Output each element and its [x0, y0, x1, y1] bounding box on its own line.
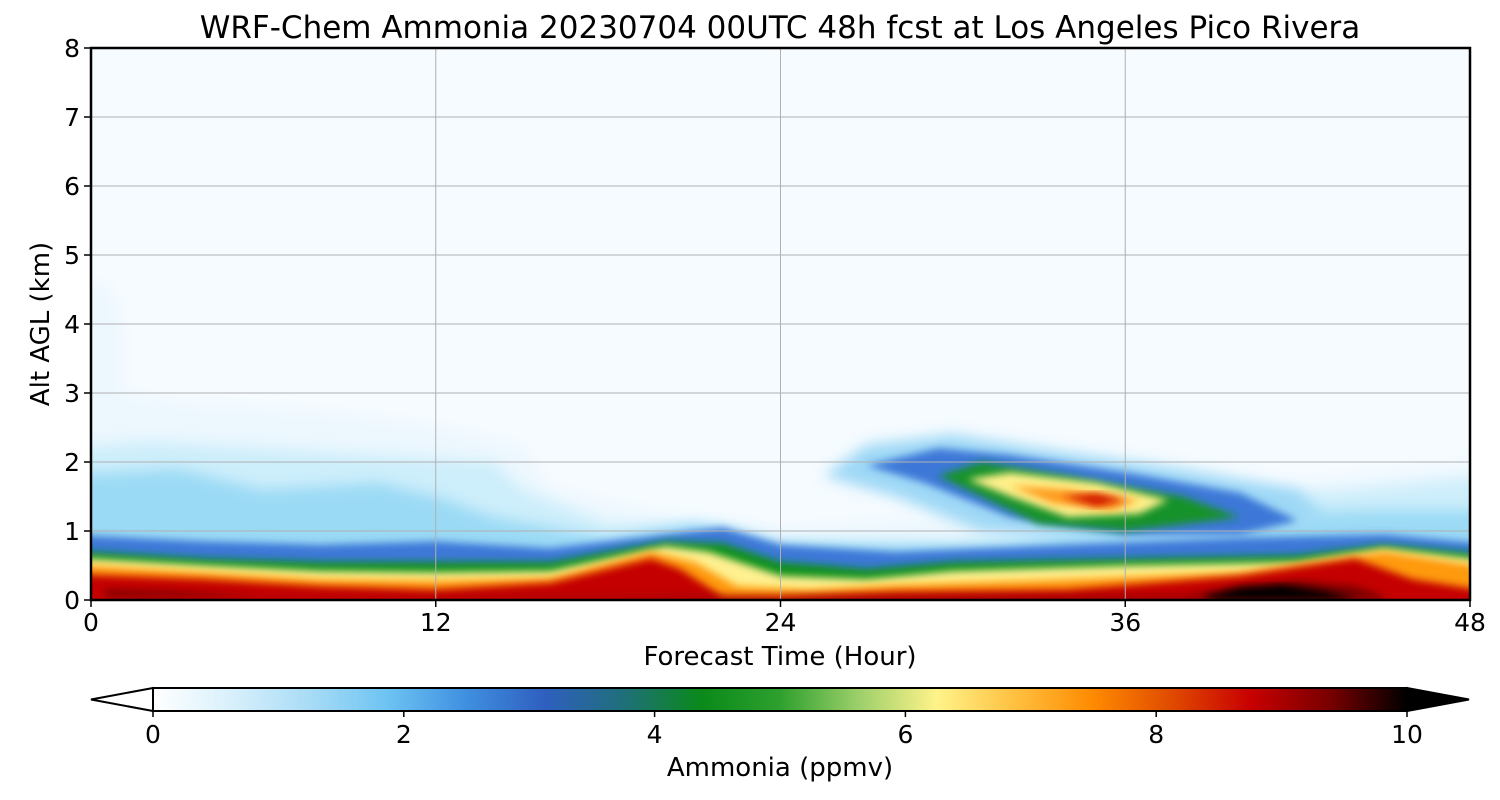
x-axis: 0 12 24 36 48 [83, 600, 1486, 637]
chart-title: WRF-Chem Ammonia 20230704 00UTC 48h fcst… [200, 10, 1361, 46]
x-tick-label: 36 [1109, 608, 1141, 637]
colorbar-frame [152, 687, 1408, 712]
colorbar-low-extension [90, 686, 154, 713]
colorbar-gradient [153, 688, 1407, 711]
x-tick-label: 12 [420, 608, 452, 637]
colorbar-high-extension [1406, 686, 1470, 713]
y-tick-label: 2 [64, 448, 80, 477]
colorbar-label: Ammonia (ppmv) [667, 753, 893, 783]
y-tick-label: 5 [64, 241, 80, 270]
y-tick-label: 3 [64, 379, 80, 408]
y-axis: 0 1 2 3 4 5 6 7 8 [64, 34, 91, 615]
x-tick-label: 0 [83, 608, 99, 637]
y-tick-label: 0 [64, 586, 80, 615]
colorbar-tick-label: 2 [396, 720, 412, 749]
x-axis-label: Forecast Time (Hour) [643, 642, 916, 672]
colorbar-tick-label: 4 [647, 720, 663, 749]
grid-lines [91, 48, 1470, 600]
colorbar-tick-label: 8 [1148, 720, 1164, 749]
colorbar-ticks: 0 2 4 6 8 10 [145, 711, 1423, 749]
y-tick-label: 8 [64, 34, 80, 63]
y-tick-label: 6 [64, 172, 80, 201]
y-axis-label: Alt AGL (km) [26, 242, 56, 406]
colorbar: 0 2 4 6 8 10 Ammonia (ppmv) [90, 686, 1470, 783]
colorbar-tick-label: 0 [145, 720, 161, 749]
colorbar-tick-label: 10 [1391, 720, 1423, 749]
plot-area [89, 46, 1472, 602]
plume-core [1062, 493, 1126, 507]
y-tick-label: 1 [64, 517, 80, 546]
surface-black [1205, 584, 1356, 600]
x-tick-label: 48 [1454, 608, 1486, 637]
colorbar-tick-label: 6 [897, 720, 913, 749]
x-tick-label: 24 [765, 608, 797, 637]
y-tick-label: 4 [64, 310, 80, 339]
y-tick-label: 7 [64, 103, 80, 132]
